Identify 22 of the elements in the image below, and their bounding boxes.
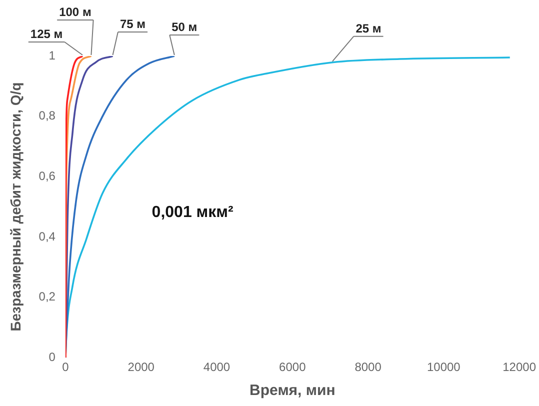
- y-tick-label: 1: [48, 48, 56, 62]
- x-tick-label: 8000: [354, 360, 382, 374]
- annotation: 0,001 мкм²: [152, 204, 234, 222]
- annotation: 75 м: [120, 17, 146, 31]
- x-tick-label: 12000: [502, 360, 536, 374]
- x-tick-label: 6000: [279, 360, 306, 374]
- annotation: 50 м: [172, 20, 198, 34]
- y-tick-label: 0,2: [38, 290, 56, 304]
- y-tick-label: 0,4: [38, 229, 56, 244]
- x-axis-title: Время, мин: [250, 382, 336, 400]
- y-axis-title: Безразмерный дебит жидкости, Q/q: [7, 82, 24, 332]
- annotation: 100 м: [59, 5, 92, 19]
- annotation: 125 м: [30, 27, 63, 41]
- x-tick-label: 10000: [426, 360, 461, 374]
- x-tick-label: 2000: [128, 360, 155, 374]
- line-series: [65, 56, 84, 358]
- x-tick-label: 4000: [203, 360, 230, 374]
- x-tick-label: 0: [62, 360, 70, 374]
- y-tick-label: 0: [48, 350, 56, 364]
- y-tick-label: 0,6: [38, 168, 56, 183]
- y-tick-label: 0,8: [38, 108, 56, 123]
- annotation: 25 м: [356, 21, 382, 36]
